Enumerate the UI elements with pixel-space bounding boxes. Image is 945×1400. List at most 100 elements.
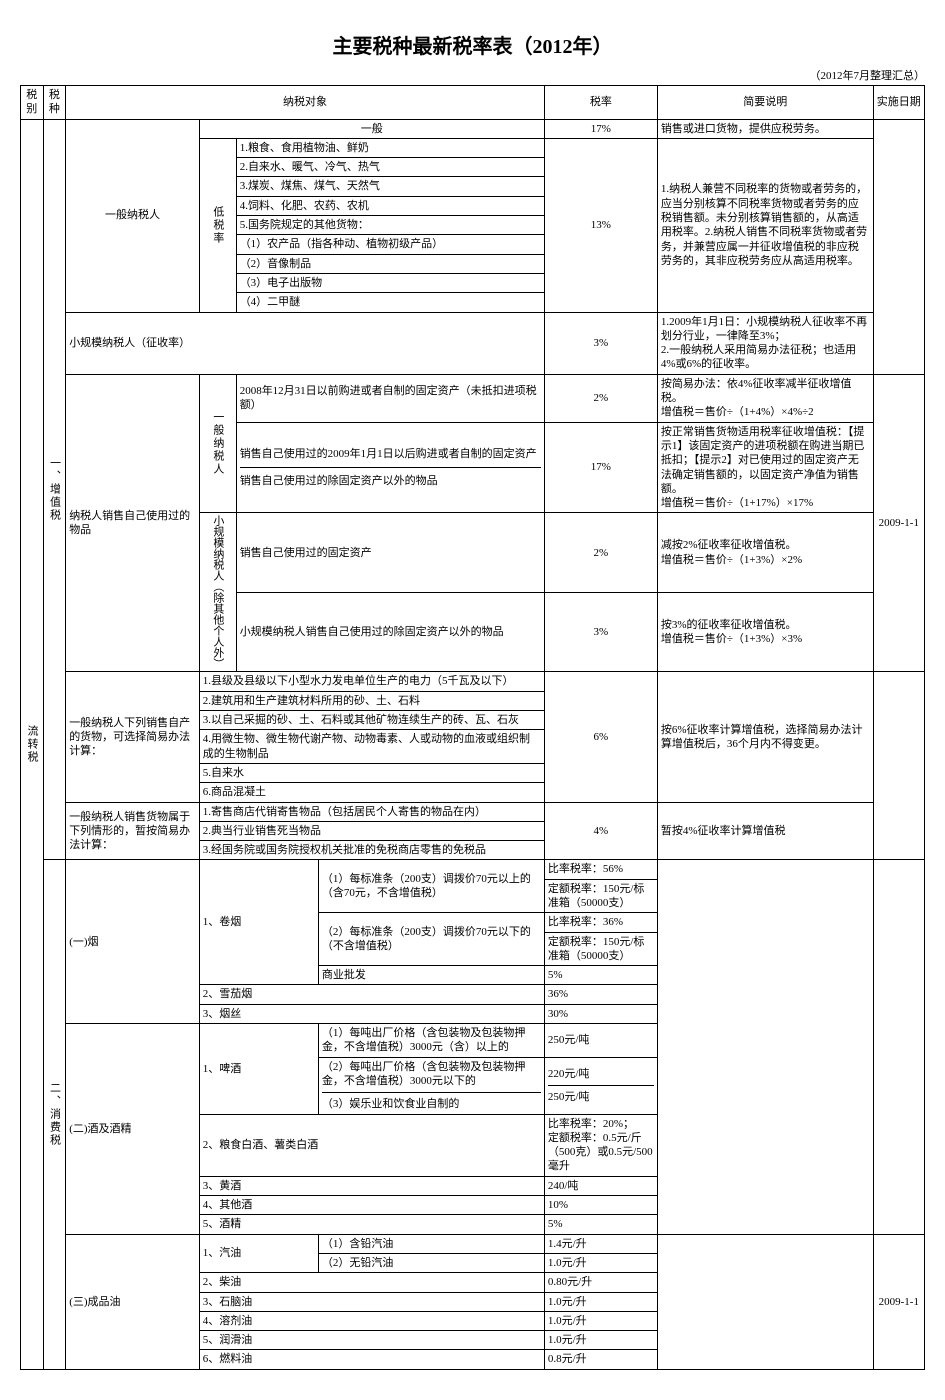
- ct-qy1-rate: 1.4元/升: [544, 1234, 657, 1253]
- vat-used-r4-rate: 3%: [544, 592, 657, 672]
- vat-s6-6: 6.商品混凝土: [199, 783, 544, 802]
- vat-low-expl: 1.纳税人兼营不同税率的货物或者劳务的，应当分别核算不同税率货物或者劳务的应税销…: [657, 138, 873, 312]
- ct-xj-rate: 36%: [544, 985, 657, 1004]
- vat-small-name: 小规模纳税人（征收率）: [66, 312, 545, 374]
- vat-small-expl: 1.2009年1月1日：小规模纳税人征收率不再划分行业，一律降至3%； 2.一般…: [657, 312, 873, 374]
- ct-bj-label: 2、粮食白酒、薯类白酒: [199, 1114, 544, 1176]
- vat-used-r4-desc: 小规模纳税人销售自己使用过的除固定资产以外的物品: [236, 592, 544, 672]
- vat-s6-4: 4.用微生物、微生物代谢产物、动物毒素、人或动物的血液或组织制成的生物制品: [199, 730, 544, 764]
- ct-you-name: (三)成品油: [66, 1234, 200, 1369]
- vat-s6-expl: 按6%征收率计算增值税，选择简易办法计算增值税后，36个月内不得变更。: [657, 672, 873, 802]
- vat-low-3: 3.煤炭、煤焦、煤气、天然气: [236, 177, 544, 196]
- ct-pj-label: 1、啤酒: [199, 1024, 318, 1114]
- ct-qt-rate: 10%: [544, 1196, 657, 1215]
- hdr-taxtype: 税种: [43, 86, 66, 120]
- ct-yan-r2-rate1: 比率税率：36%: [544, 913, 657, 932]
- hdr-taxcat: 税别: [21, 86, 44, 120]
- vat-s6-1: 1.县级及县级以下小型水力发电单位生产的电力（5千瓦及以下）: [199, 672, 544, 691]
- ct-rjy-rate: 1.0元/升: [544, 1311, 657, 1330]
- ct-qy2-rate: 1.0元/升: [544, 1253, 657, 1272]
- vat-s6-name: 一般纳税人下列销售自产的货物，可选择简易办法计算：: [66, 672, 200, 802]
- vat-used-name: 纳税人销售自己使用过的物品: [66, 374, 200, 672]
- ct-expl-empty: [657, 860, 873, 1234]
- ct-rly-rate: 0.8元/升: [544, 1350, 657, 1369]
- vat-low-5: 5.国务院规定的其他货物：: [236, 216, 544, 235]
- hdr-object: 纳税对象: [66, 86, 545, 120]
- type-ct: 二、消费税: [43, 860, 66, 1369]
- vat-low-rate: 13%: [544, 138, 657, 312]
- page-title: 主要税种最新税率表（2012年）: [20, 30, 925, 59]
- ct-jj-label: 5、酒精: [199, 1215, 544, 1234]
- vat-s4-1: 1.寄售商店代销寄售物品（包括居民个人寄售的物品在内）: [199, 802, 544, 821]
- vat-used-gen: 一般纳税人: [199, 374, 236, 513]
- ct-yan-r3-rate: 5%: [544, 966, 657, 985]
- vat-used-r2-rate: 17%: [544, 422, 657, 513]
- vat-used-r2a: 销售自己使用过的2009年1月1日以后购进或者自制的固定资产 销售自己使用过的除…: [236, 422, 544, 513]
- vat-used-small: 小规模纳税人（除其他个人外）: [199, 513, 236, 672]
- ct-sny-label: 3、石脑油: [199, 1292, 544, 1311]
- ct-sny-rate: 1.0元/升: [544, 1292, 657, 1311]
- ct-yan-r1-desc: （1）每标准条（200支）调拨价70元以上的（含70元，不含增值税）: [318, 860, 544, 913]
- ct-rhy-rate: 1.0元/升: [544, 1331, 657, 1350]
- vat-used-r3-desc: 销售自己使用过的固定资产: [236, 513, 544, 593]
- ct-rly-label: 6、燃料油: [199, 1350, 544, 1369]
- ct-qy1-desc: （1）含铅汽油: [318, 1234, 544, 1253]
- ct-qy-label: 1、汽油: [199, 1234, 318, 1273]
- ct-hj-rate: 240/吨: [544, 1176, 657, 1195]
- vat-s6-rate: 6%: [544, 672, 657, 802]
- vat-low-s3: （3）电子出版物: [236, 273, 544, 292]
- vat-yiban-rate: 17%: [544, 119, 657, 138]
- vat-used-r3-expl: 减按2%征收率征收增值税。 增值税＝售价÷（1+3%）×2%: [657, 513, 873, 593]
- hdr-rate: 税率: [544, 86, 657, 120]
- vat-low-1: 1.粮食、食用植物油、鲜奶: [236, 138, 544, 157]
- vat-s6-2: 2.建筑用和生产建筑材料所用的砂、土、石料: [199, 691, 544, 710]
- vat-s4-rate: 4%: [544, 802, 657, 860]
- vat-used-r3-rate: 2%: [544, 513, 657, 593]
- vat-s4-name: 一般纳税人销售货物属于下列情形的，暂按简易办法计算：: [66, 802, 200, 860]
- ct-pj2-desc: （2）每吨出厂价格（含包装物及包装物押金，不含增值税）3000元以下的: [322, 1060, 541, 1094]
- ct-pj23-rate: 220元/吨 250元/吨: [544, 1057, 657, 1114]
- ct-ys-rate: 30%: [544, 1004, 657, 1023]
- vat-general-name: 一般纳税人: [66, 119, 200, 312]
- vat-low-label: 低税率: [199, 138, 236, 312]
- vat-low-s1: （1）农产品（指各种动、植物初级产品）: [236, 235, 544, 254]
- vat-s6-5: 5.自来水: [199, 763, 544, 782]
- hdr-date: 实施日期: [873, 86, 924, 120]
- hdr-expl: 简要说明: [657, 86, 873, 120]
- ct-yan-r1-rate1: 比率税率：56%: [544, 860, 657, 879]
- ct-qy2-desc: （2）无铅汽油: [318, 1253, 544, 1272]
- ct-ys-label: 3、烟丝: [199, 1004, 544, 1023]
- tax-table: 税别 税种 纳税对象 税率 简要说明 实施日期 流转税 一、增值税 一般纳税人 …: [20, 85, 925, 1370]
- ct-yan-r2-rate2: 定额税率：150元/标准箱（50000支）: [544, 932, 657, 966]
- ct-rjy-label: 4、溶剂油: [199, 1311, 544, 1330]
- vat-low-s4: （4）二甲醚: [236, 293, 544, 312]
- vat-s4-2: 2.典当行业销售死当物品: [199, 821, 544, 840]
- ct-juan-label: 1、卷烟: [199, 860, 318, 985]
- ct-rhy-label: 5、润滑油: [199, 1331, 544, 1350]
- top-note: （2012年7月整理汇总）: [20, 67, 925, 83]
- vat-s4-3: 3.经国务院或国务院授权机关批准的免税商店零售的免税品: [199, 841, 544, 860]
- empty-date-1: [873, 119, 924, 374]
- empty-date-2: [873, 672, 924, 860]
- ct-yan-r1-rate2: 定额税率：150元/标准箱（50000支）: [544, 879, 657, 913]
- ct-cy-label: 2、柴油: [199, 1273, 544, 1292]
- vat-yiban-expl: 销售或进口货物，提供应税劳务。: [657, 119, 873, 138]
- ct-pj1-desc: （1）每吨出厂价格（含包装物及包装物押金，不含增值税）3000元（含）以上的: [318, 1024, 544, 1058]
- vat-used-r1-expl: 按简易办法：依4%征收率减半征收增值税。 增值税＝售价÷（1+4%）×4%÷2: [657, 374, 873, 422]
- vat-yiban: 一般: [199, 119, 544, 138]
- ct-pj1-rate: 250元/吨: [544, 1024, 657, 1058]
- cat-liuzhuan: 流转税: [21, 119, 44, 1369]
- vat-used-r2-expl: 按正常销售货物适用税率征收增值税：【提示1】该固定资产的进项税额在购进当期已抵扣…: [657, 422, 873, 513]
- ct-yan-r3-desc: 商业批发: [318, 966, 544, 985]
- vat-used-r1-desc: 2008年12月31日以前购进或者自制的固定资产（未抵扣进项税额）: [236, 374, 544, 422]
- ct-you-date: 2009-1-1: [873, 1234, 924, 1369]
- vat-s6-3: 3.以自己采掘的砂、土、石料或其他矿物连续生产的砖、瓦、石灰: [199, 711, 544, 730]
- vat-low-s2: （2）音像制品: [236, 254, 544, 273]
- ct-yan-r2-desc: （2）每标准条（200支）调拨价70元以下的（不含增值税）: [318, 913, 544, 966]
- ct-jiu-name: (二)酒及酒精: [66, 1024, 200, 1235]
- ct-pj3-rate: 250元/吨: [548, 1090, 654, 1104]
- ct-qt-label: 4、其他酒: [199, 1196, 544, 1215]
- vat-small-rate: 3%: [544, 312, 657, 374]
- ct-pj23-desc: （2）每吨出厂价格（含包装物及包装物押金，不含增值税）3000元以下的 （3）娱…: [318, 1057, 544, 1114]
- vat-used-r4-expl: 按3%的征收率征收增值税。 增值税＝售价÷（1+3%）×3%: [657, 592, 873, 672]
